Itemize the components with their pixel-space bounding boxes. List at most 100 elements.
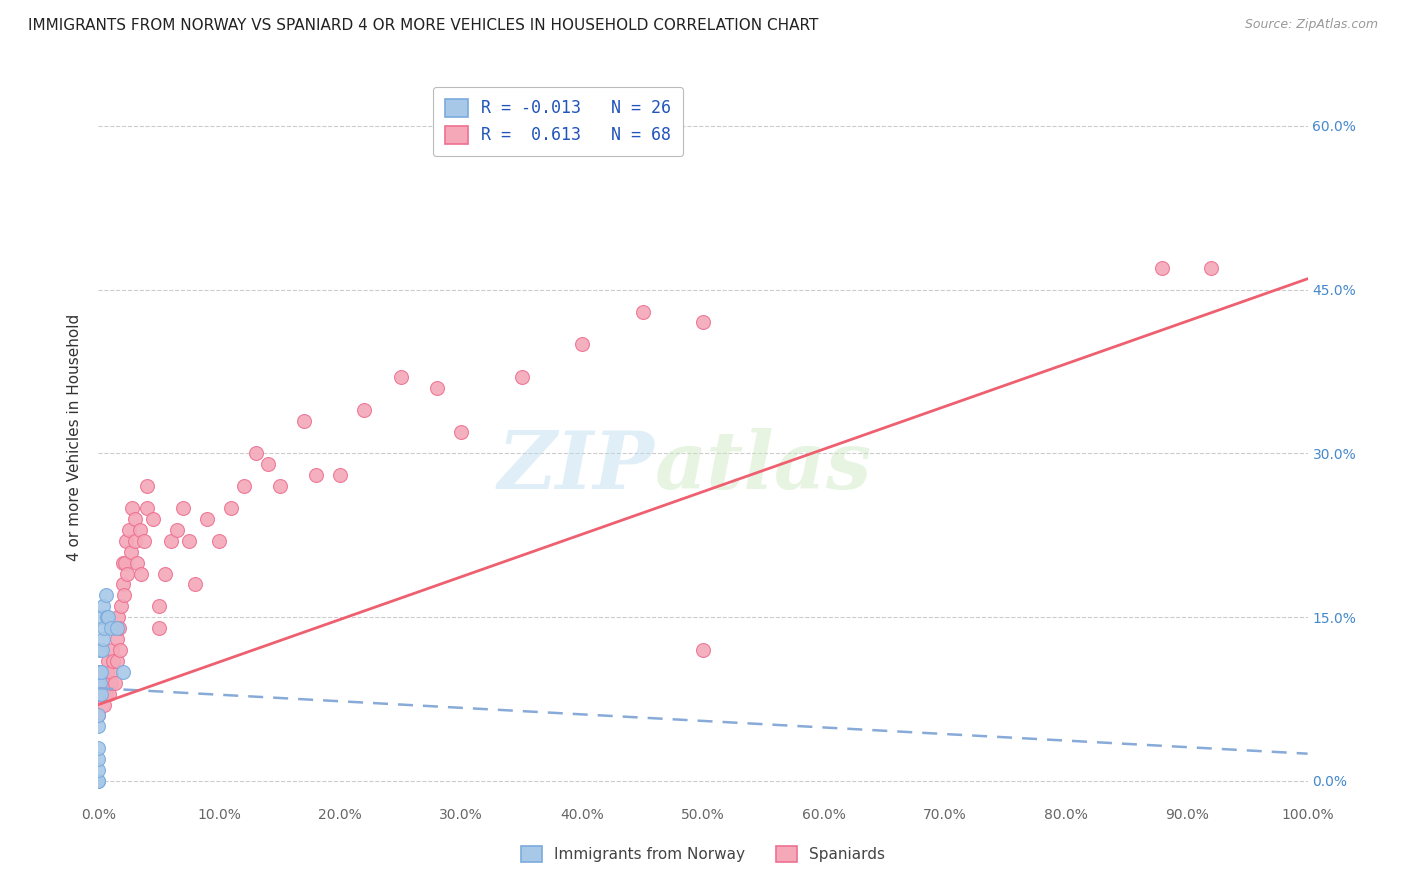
Point	[87, 719, 110, 733]
Point	[110, 599, 132, 614]
Point	[124, 512, 146, 526]
Point	[108, 621, 131, 635]
Point	[692, 315, 714, 329]
Point	[91, 643, 114, 657]
Point	[87, 687, 110, 701]
Point	[450, 425, 472, 439]
Point	[172, 501, 194, 516]
Point	[103, 621, 125, 635]
Point	[135, 501, 157, 516]
Point	[129, 566, 152, 581]
Point	[111, 556, 134, 570]
Point	[100, 665, 122, 679]
Point	[112, 588, 135, 602]
Point	[160, 533, 183, 548]
Point	[245, 446, 267, 460]
Text: ZIP: ZIP	[498, 427, 655, 505]
Point	[90, 665, 112, 679]
Point	[89, 665, 111, 679]
Point	[195, 512, 218, 526]
Point	[118, 523, 141, 537]
Point	[134, 533, 156, 548]
Point	[208, 533, 231, 548]
Point	[94, 588, 117, 602]
Point	[105, 621, 128, 635]
Point	[91, 610, 114, 624]
Text: Source: ZipAtlas.com: Source: ZipAtlas.com	[1244, 18, 1378, 31]
Point	[105, 632, 128, 646]
Point	[148, 599, 170, 614]
Point	[179, 533, 201, 548]
Point	[91, 599, 114, 614]
Point	[631, 304, 654, 318]
Point	[87, 752, 110, 766]
Point	[329, 468, 352, 483]
Point	[87, 763, 110, 777]
Point	[105, 654, 128, 668]
Point	[91, 665, 114, 679]
Point	[1152, 260, 1174, 275]
Point	[107, 610, 129, 624]
Point	[97, 654, 120, 668]
Point	[571, 337, 593, 351]
Point	[115, 533, 138, 548]
Point	[87, 774, 110, 789]
Point	[96, 610, 118, 624]
Point	[96, 665, 118, 679]
Point	[426, 381, 449, 395]
Point	[91, 632, 114, 646]
Text: atlas: atlas	[655, 427, 872, 505]
Point	[389, 370, 412, 384]
Point	[117, 566, 139, 581]
Y-axis label: 4 or more Vehicles in Household: 4 or more Vehicles in Household	[67, 313, 83, 561]
Point	[111, 577, 134, 591]
Point	[142, 512, 165, 526]
Point	[510, 370, 533, 384]
Text: IMMIGRANTS FROM NORWAY VS SPANIARD 4 OR MORE VEHICLES IN HOUSEHOLD CORRELATION C: IMMIGRANTS FROM NORWAY VS SPANIARD 4 OR …	[28, 18, 818, 33]
Point	[108, 643, 131, 657]
Point	[121, 501, 143, 516]
Point	[135, 479, 157, 493]
Point	[100, 675, 122, 690]
Point	[353, 402, 375, 417]
Point	[90, 687, 112, 701]
Point	[87, 665, 110, 679]
Point	[184, 577, 207, 591]
Point	[93, 621, 115, 635]
Point	[114, 556, 136, 570]
Point	[127, 556, 149, 570]
Point	[305, 468, 328, 483]
Point	[87, 708, 110, 723]
Legend: Immigrants from Norway, Spaniards: Immigrants from Norway, Spaniards	[515, 840, 891, 868]
Point	[97, 610, 120, 624]
Point	[232, 479, 254, 493]
Point	[1199, 260, 1222, 275]
Point	[94, 687, 117, 701]
Point	[100, 643, 122, 657]
Point	[166, 523, 188, 537]
Point	[98, 687, 121, 701]
Point	[120, 545, 142, 559]
Point	[91, 675, 114, 690]
Point	[221, 501, 243, 516]
Point	[101, 654, 124, 668]
Point	[292, 414, 315, 428]
Point	[153, 566, 176, 581]
Point	[87, 687, 110, 701]
Point	[692, 643, 714, 657]
Point	[269, 479, 291, 493]
Point	[256, 458, 278, 472]
Point	[89, 643, 111, 657]
Point	[93, 698, 115, 712]
Point	[87, 675, 110, 690]
Point	[87, 741, 110, 756]
Point	[104, 675, 127, 690]
Point	[89, 675, 111, 690]
Point	[87, 708, 110, 723]
Point	[148, 621, 170, 635]
Point	[128, 523, 150, 537]
Point	[100, 621, 122, 635]
Point	[111, 665, 134, 679]
Point	[124, 533, 146, 548]
Point	[87, 774, 110, 789]
